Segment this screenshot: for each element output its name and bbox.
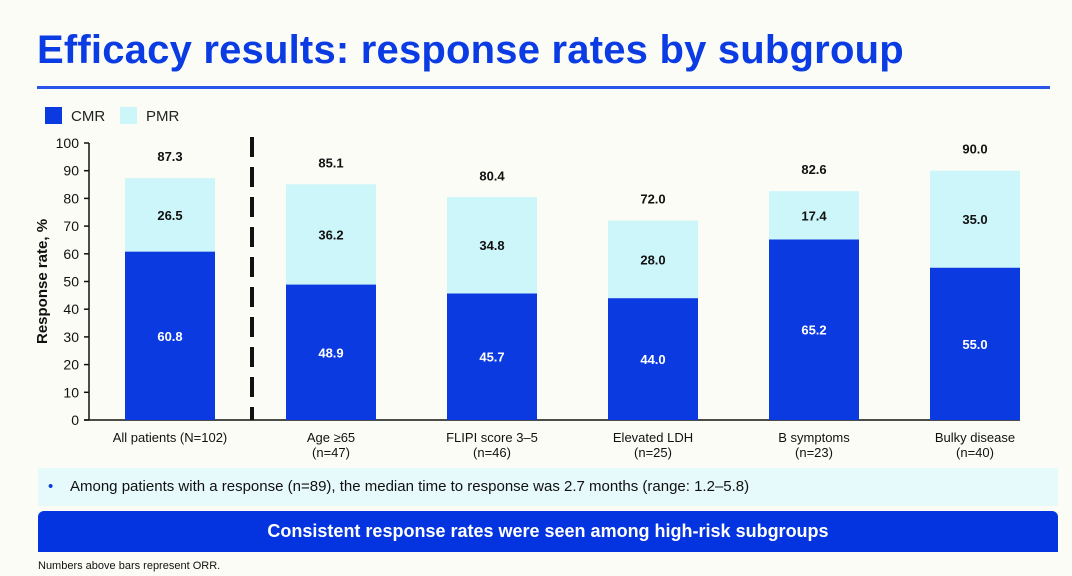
x-category-label: (n=40) <box>956 445 994 460</box>
x-category-label: Age ≥65 <box>307 430 355 445</box>
bar-cmr <box>930 267 1020 420</box>
bar-cmr <box>608 298 698 420</box>
legend-swatch-cmr <box>45 107 62 124</box>
bar-label-cmr: 60.8 <box>157 329 182 344</box>
y-tick-label: 60 <box>63 246 79 262</box>
x-category-label: FLIPI score 3–5 <box>446 430 538 445</box>
orr-label: 85.1 <box>318 155 343 170</box>
footnote: Numbers above bars represent ORR. <box>38 560 221 572</box>
bar-cmr <box>286 284 376 420</box>
bar-pmr <box>930 170 1020 268</box>
conclusion-banner: Consistent response rates were seen amon… <box>38 511 1058 552</box>
bar-pmr <box>286 184 376 285</box>
bar-label-pmr: 17.4 <box>801 208 827 223</box>
bar-cmr <box>769 239 859 420</box>
title-divider <box>37 86 1050 89</box>
bar-label-cmr: 48.9 <box>318 345 343 360</box>
y-tick-label: 90 <box>63 163 79 179</box>
bar-label-cmr: 55.0 <box>962 337 987 352</box>
bar-label-pmr: 34.8 <box>479 238 504 253</box>
y-tick-label: 20 <box>63 357 79 373</box>
x-category-label: Bulky disease <box>935 430 1015 445</box>
y-tick-label: 100 <box>56 135 80 151</box>
bar-label-cmr: 65.2 <box>801 323 826 338</box>
bar-label-pmr: 36.2 <box>318 227 343 242</box>
y-tick-label: 40 <box>63 301 79 317</box>
bar-pmr <box>608 220 698 299</box>
bar-pmr <box>447 197 537 294</box>
y-tick-label: 70 <box>63 218 79 234</box>
x-category-label: All patients (N=102) <box>113 430 228 445</box>
bar-label-cmr: 45.7 <box>479 350 504 365</box>
bar-label-pmr: 28.0 <box>640 252 665 267</box>
legend-swatch-pmr <box>120 107 137 124</box>
y-tick-label: 80 <box>63 190 79 206</box>
legend-label-pmr: PMR <box>146 108 180 125</box>
bar-label-cmr: 44.0 <box>640 352 665 367</box>
x-category-label: Elevated LDH <box>613 430 693 445</box>
orr-label: 82.6 <box>801 162 826 177</box>
legend-label-cmr: CMR <box>71 108 105 125</box>
orr-label: 80.4 <box>479 168 505 183</box>
y-tick-label: 10 <box>63 384 79 400</box>
bar-cmr <box>125 251 215 420</box>
orr-label: 72.0 <box>640 192 665 207</box>
orr-label: 87.3 <box>157 149 182 164</box>
y-axis-label: Response rate, % <box>34 219 51 344</box>
stacked-bar-chart: CMR PMR 0 10 20 30 40 50 60 70 80 90 100 Response rat… <box>34 107 1020 460</box>
x-category-label: (n=47) <box>312 445 350 460</box>
bullet: • <box>48 478 54 495</box>
y-tick-label: 30 <box>63 329 79 345</box>
bar-pmr <box>769 191 859 240</box>
y-tick-label: 0 <box>71 412 79 428</box>
orr-label: 90.0 <box>962 142 987 157</box>
slide-title: Efficacy results: response rates by subg… <box>37 28 904 72</box>
x-category-label: (n=23) <box>795 445 833 460</box>
x-category-label: (n=46) <box>473 445 511 460</box>
y-tick-label: 50 <box>63 274 79 290</box>
note-text: Among patients with a response (n=89), t… <box>70 478 750 495</box>
bar-pmr <box>125 178 215 252</box>
bar-label-pmr: 26.5 <box>157 208 182 223</box>
x-category-label: (n=25) <box>634 445 672 460</box>
x-category-label: B symptoms <box>778 430 850 445</box>
bar-label-pmr: 35.0 <box>962 212 987 227</box>
note-box: • Among patients with a response (n=89),… <box>38 468 1058 506</box>
bar-cmr <box>447 293 537 420</box>
